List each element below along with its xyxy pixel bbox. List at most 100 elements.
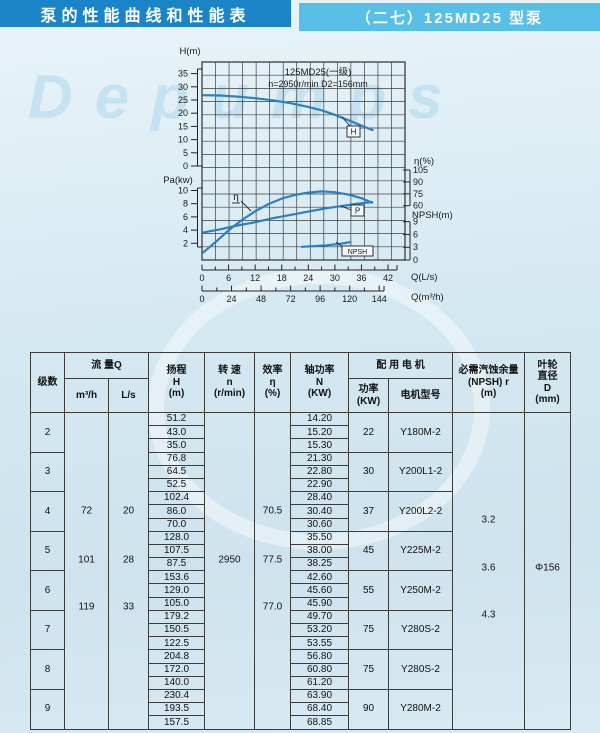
head-cell: 102.4 bbox=[148, 491, 205, 506]
col-header-m3h: m³/h bbox=[64, 378, 109, 413]
col-header-head: 扬程 H (m) bbox=[148, 352, 205, 413]
leader-H bbox=[341, 116, 351, 127]
col-header-shaft: 轴功率 N (KW) bbox=[290, 352, 349, 413]
stage-cell: 7 bbox=[30, 609, 65, 651]
stage-cell: 4 bbox=[30, 491, 65, 532]
shaft-power-cell: 60.80 bbox=[290, 662, 349, 677]
motor-kw-cell: 30 bbox=[348, 451, 389, 493]
head-cell: 107.5 bbox=[148, 543, 205, 559]
chart-annotation-model: 125MD25(一级) bbox=[285, 66, 352, 78]
efficiency-cell: 70.5 77.5 77.0 bbox=[254, 412, 291, 730]
head-cell: 122.5 bbox=[148, 636, 205, 651]
curve-label-eta: η bbox=[233, 192, 239, 203]
chart-annotation-speed: n=2950r/min D2=156mm bbox=[268, 79, 368, 89]
head-cell: 230.4 bbox=[148, 688, 205, 704]
curve-P bbox=[200, 201, 374, 234]
h-axis-line bbox=[197, 68, 203, 167]
stage-cell: 2 bbox=[30, 412, 65, 453]
flow-ls-cell: 20 28 33 bbox=[108, 412, 149, 730]
col-header-npsh: 必需汽蚀余量 (NPSH) r (m) bbox=[452, 352, 525, 413]
motor-model-cell: Y280M-2 bbox=[388, 688, 453, 730]
leader-eta bbox=[240, 200, 252, 212]
shaft-power-cell: 14.20 bbox=[290, 411, 349, 427]
shaft-power-cell: 68.40 bbox=[290, 702, 349, 717]
efficiency-cell-value: 77.0 bbox=[262, 601, 283, 613]
axis-tick-label: 90 bbox=[413, 177, 423, 187]
table-row: 7 179.2 49.70 75 Y280S-2 bbox=[30, 609, 571, 651]
col-header-ls: L/s bbox=[108, 378, 149, 413]
flow-ls-cell-value: 20 bbox=[122, 505, 135, 517]
table-row: 8 204.8 56.80 75 Y280S-2 bbox=[30, 649, 571, 690]
speed-cell-value: 2950 bbox=[218, 553, 241, 565]
table-row: 9 230.4 63.90 90 Y280M-2 bbox=[30, 688, 571, 730]
axis-tick-label: 144 bbox=[372, 294, 387, 304]
axis-tick-label: 35 bbox=[178, 69, 188, 79]
head-cell: 87.5 bbox=[148, 557, 205, 572]
axis-tick-label: 6 bbox=[226, 273, 231, 283]
qls-axis-line bbox=[201, 265, 398, 271]
axis-tick-label: 120 bbox=[342, 294, 357, 304]
axis-tick-label: 0 bbox=[199, 273, 204, 283]
col-header-motor: 配 用 电 机 bbox=[348, 352, 453, 379]
head-cell: 43.0 bbox=[148, 425, 205, 440]
eta-axis-title: η(%) bbox=[414, 156, 434, 167]
motor-model-cell: Y225M-2 bbox=[388, 530, 453, 572]
table-row: 64.5 22.80 bbox=[31, 464, 571, 479]
stage-cell: 8 bbox=[30, 649, 65, 690]
flow-m3h-cell-value: 101 bbox=[78, 553, 95, 565]
axis-tick-label: 12 bbox=[250, 273, 260, 283]
table-row: 6 153.6 42.60 55 Y250M-2 bbox=[30, 570, 571, 611]
curve-label-H-box bbox=[346, 125, 361, 138]
head-cell: 179.2 bbox=[148, 609, 205, 625]
axis-tick-label: 6 bbox=[413, 229, 418, 239]
qls-axis-title: Q(L/s) bbox=[411, 272, 437, 283]
axis-tick-label: 72 bbox=[286, 294, 296, 304]
axis-tick-label: 2 bbox=[183, 238, 188, 248]
npsh-cell-value: 3.6 bbox=[481, 561, 496, 573]
col-header-imp: 叶轮 直径 D (mm) bbox=[524, 352, 571, 413]
npsh-cell-value: 4.3 bbox=[481, 609, 496, 621]
qm3h-axis-line bbox=[201, 286, 385, 292]
axis-tick-label: 0 bbox=[413, 255, 418, 265]
efficiency-cell-value: 70.5 bbox=[262, 505, 283, 517]
head-cell: 153.6 bbox=[148, 570, 205, 585]
page-title-left: 泵的性能曲线和性能表 bbox=[0, 0, 291, 27]
head-cell: 129.0 bbox=[148, 583, 205, 598]
motor-model-cell: Y280S-2 bbox=[388, 609, 453, 651]
head-cell: 140.0 bbox=[148, 675, 205, 690]
axis-tick-label: 5 bbox=[183, 148, 188, 158]
shaft-power-cell: 30.60 bbox=[290, 517, 349, 532]
table-row: 157.5 68.85 bbox=[31, 715, 571, 730]
stage-cell: 9 bbox=[30, 688, 65, 730]
col-header-model: 电机型号 bbox=[388, 378, 453, 413]
stage-cell: 5 bbox=[30, 530, 65, 572]
axis-tick-label: 20 bbox=[178, 108, 188, 118]
stage-cell: 6 bbox=[30, 570, 65, 611]
shaft-power-cell: 53.20 bbox=[290, 622, 349, 638]
motor-kw-cell: 45 bbox=[348, 530, 389, 572]
motor-kw-cell: 22 bbox=[348, 412, 389, 453]
performance-chart: 125MD25(一级)n=2950r/min D2=156mm051015202… bbox=[163, 46, 452, 304]
table-row: 193.5 68.40 bbox=[31, 702, 571, 717]
head-cell: 128.0 bbox=[148, 530, 205, 545]
npsh-cell-value: 3.2 bbox=[481, 514, 496, 526]
curve-η bbox=[200, 190, 374, 255]
shaft-power-cell: 42.60 bbox=[290, 570, 349, 585]
table-header: 级数 流 量Q 扬程 H (m) 转 速 n (r/min) 效率 η (%) … bbox=[30, 352, 571, 413]
table-row: 35.0 15.30 bbox=[31, 438, 571, 453]
curve-NPSH bbox=[300, 241, 352, 248]
motor-kw-cell: 37 bbox=[348, 491, 389, 532]
axis-tick-label: 8 bbox=[183, 199, 188, 209]
leader-P bbox=[340, 205, 352, 211]
head-cell: 193.5 bbox=[148, 702, 205, 717]
axis-tick-label: 75 bbox=[413, 189, 423, 199]
axis-tick-label: 4 bbox=[183, 225, 188, 235]
axis-tick-label: 105 bbox=[413, 165, 428, 175]
axis-tick-label: 10 bbox=[178, 135, 188, 145]
col-header-eff: 效率 η (%) bbox=[254, 352, 291, 413]
shaft-power-cell: 35.50 bbox=[290, 530, 349, 545]
col-header-mkw: 功率 (KW) bbox=[348, 378, 389, 413]
qm3h-axis-title: Q(m³/h) bbox=[411, 292, 444, 303]
shaft-power-cell: 15.20 bbox=[290, 425, 349, 440]
axis-tick-label: 60 bbox=[413, 201, 423, 211]
